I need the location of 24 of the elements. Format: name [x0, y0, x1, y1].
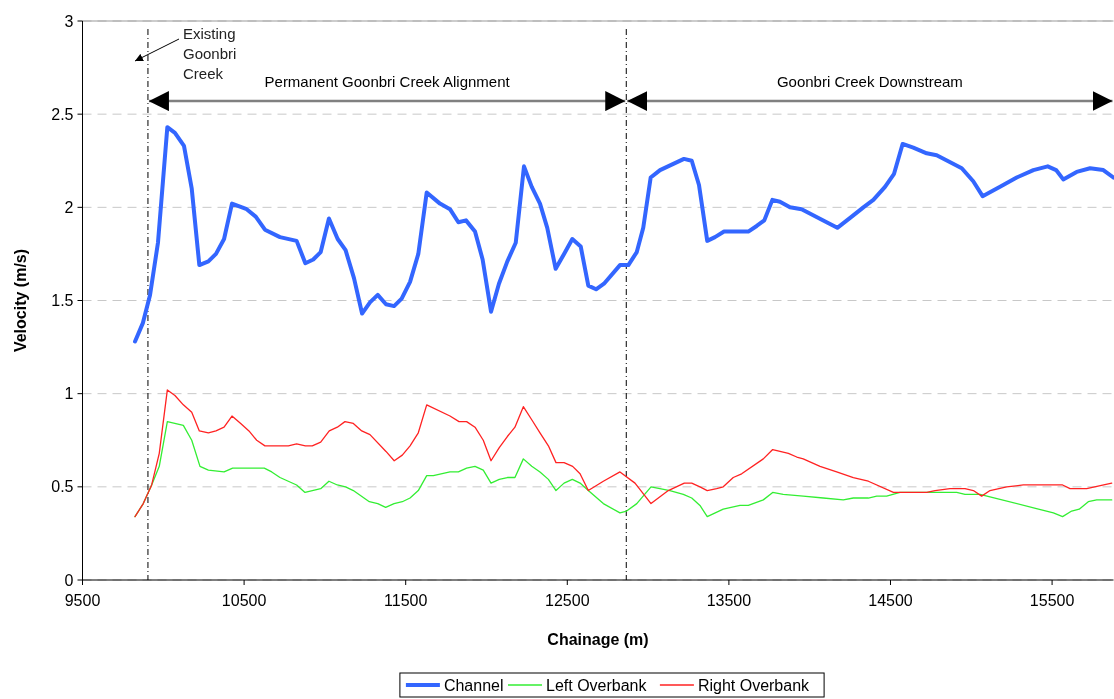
annotation: Existing Goonbri Creek	[183, 25, 237, 82]
x-tick-label: 12500	[545, 592, 590, 609]
x-tick-label: 15500	[1029, 592, 1075, 609]
legend-label: Right Overbank	[697, 676, 811, 694]
y-tick-label: 3	[64, 12, 74, 30]
legend-label: Left Overbank	[546, 676, 648, 694]
annotation: Permanent Goonbri Creek Alignment	[264, 73, 511, 91]
y-tick-label: 0.5	[51, 478, 74, 496]
x-tick-label: 14500	[868, 592, 913, 609]
line-series	[134, 389, 1113, 518]
x-tick-label: 9500	[64, 592, 101, 609]
x-tick-label: 11500	[384, 592, 428, 609]
y-tick-label: 1.5	[51, 292, 74, 310]
y-tick-label: 1	[64, 385, 74, 403]
y-axis-title: Velocity (m/s)	[12, 248, 29, 353]
y-tick-label: 2.5	[51, 105, 74, 123]
line-series	[133, 125, 1114, 344]
x-tick-label: 13500	[706, 592, 752, 609]
annotation: Goonbri Creek Downstream	[776, 73, 963, 91]
legend-label: Channel	[443, 676, 504, 694]
y-tick-label: 0	[64, 571, 74, 589]
x-tick-label: 10500	[221, 592, 267, 609]
y-tick-label: 2	[64, 198, 74, 216]
x-axis-title: Chainage (m)	[547, 631, 649, 648]
